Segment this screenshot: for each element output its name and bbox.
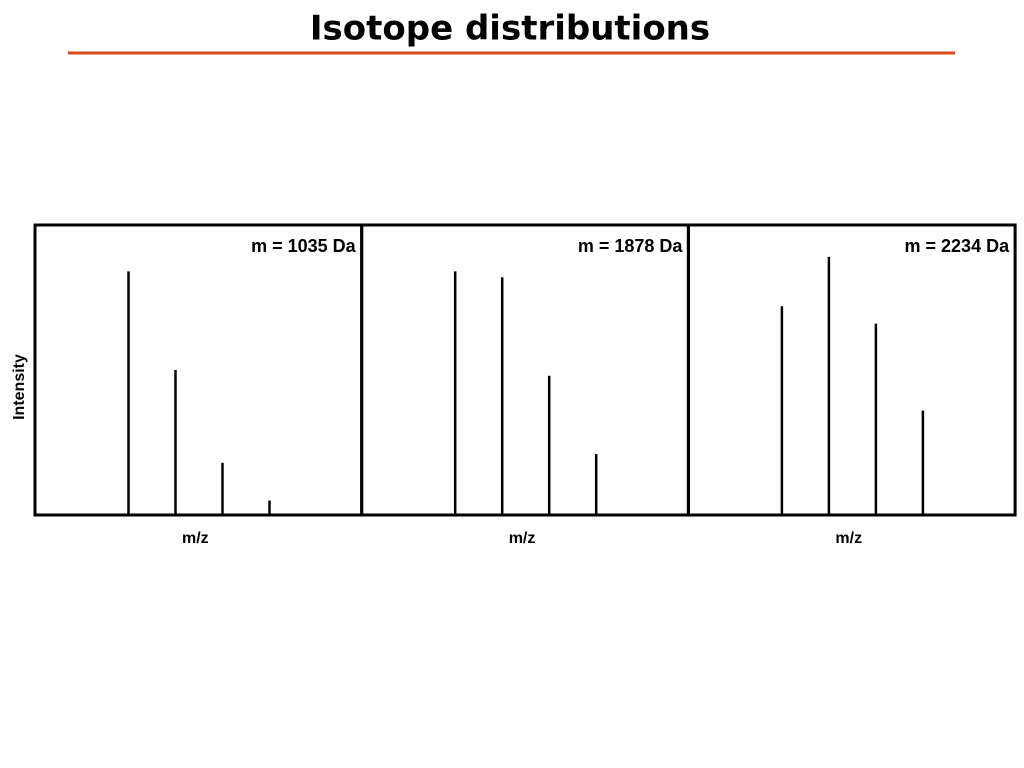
panel-annotation: m = 2234 Da xyxy=(905,236,1011,256)
x-axis-label: m/z xyxy=(182,530,209,547)
panel-annotation: m = 1878 Da xyxy=(578,236,684,256)
panel-annotation: m = 1035 Da xyxy=(251,236,357,256)
panel-frame xyxy=(686,223,1017,517)
y-axis-label: Intensity xyxy=(11,354,28,420)
x-axis-label: m/z xyxy=(835,530,862,547)
x-axis-label: m/z xyxy=(509,530,536,547)
panel-frame xyxy=(360,223,690,517)
slide-title: Isotope distributions xyxy=(310,9,710,49)
panel-frame xyxy=(33,223,364,517)
